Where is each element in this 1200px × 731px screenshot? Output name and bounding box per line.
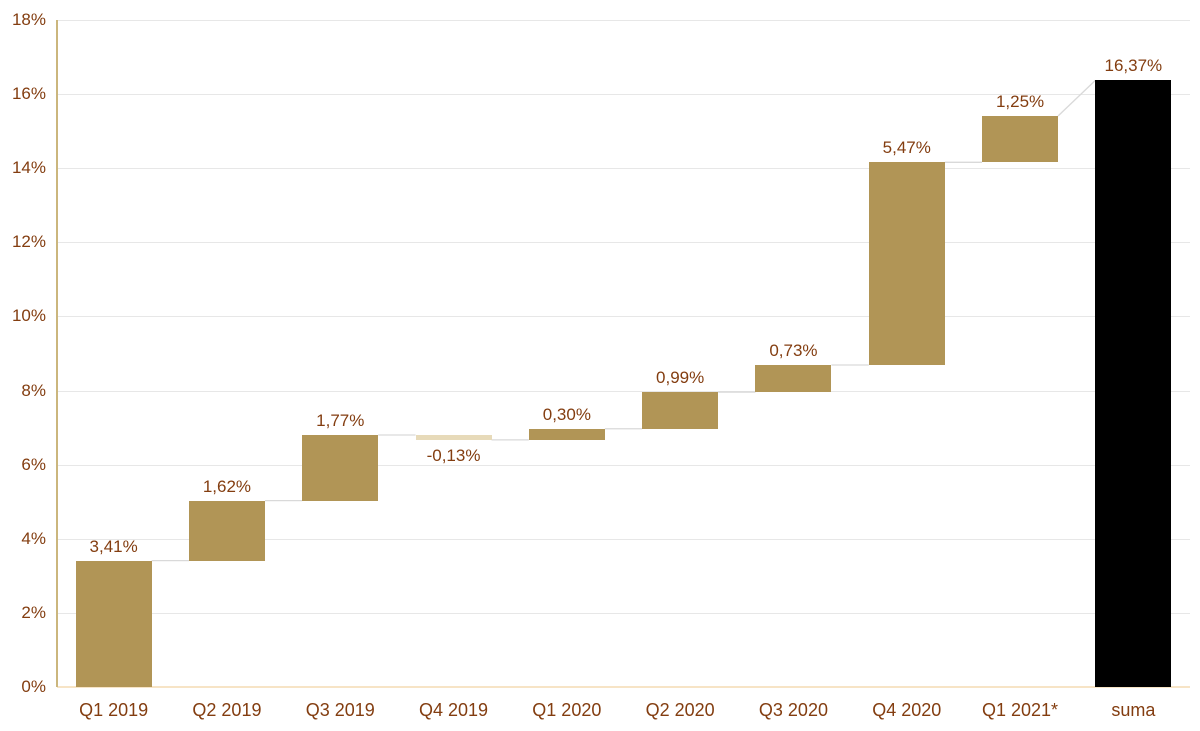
data-label-suma: 16,37% [1104, 56, 1163, 76]
gridline-4pct [57, 538, 1190, 540]
x-tick-label-suma: suma [1111, 700, 1156, 720]
bar-q1-2020 [528, 428, 605, 440]
y-tick-label-10: 10% [11, 306, 46, 326]
data-label-q4-2019: -0,13% [426, 445, 481, 465]
y-tick-label-16: 16% [11, 84, 46, 104]
x-tick-label-q1-2021: Q1 2021* [982, 700, 1059, 720]
gridline-18pct [57, 20, 1190, 21]
x-axis-line [57, 686, 1190, 688]
x-tick-label-q3-2020: Q3 2020 [758, 700, 828, 720]
data-label-q1-2020: 0,30% [542, 404, 591, 424]
bar-q1-2021 [982, 115, 1059, 163]
y-tick-label-8: 8% [21, 380, 46, 400]
bar-q2-2020 [642, 392, 719, 429]
bar-q4-2019 [415, 435, 492, 440]
data-label-q2-2020: 0,99% [656, 368, 705, 388]
y-tick-label-0: 0% [21, 677, 46, 696]
y-axis-line [56, 20, 58, 687]
bar-q3-2019 [302, 435, 379, 501]
y-tick-label-2: 2% [21, 602, 46, 622]
data-label-q3-2019: 1,77% [316, 411, 365, 431]
y-tick-label-6: 6% [21, 454, 46, 474]
x-tick-label-q3-2019: Q3 2019 [305, 700, 375, 720]
bar-q2-2019 [188, 500, 265, 561]
x-tick-label-q2-2020: Q2 2020 [645, 700, 715, 720]
x-tick-label-q4-2020: Q4 2020 [872, 700, 942, 720]
gridline-6pct [57, 464, 1190, 466]
data-label-q2-2019: 1,62% [202, 476, 252, 496]
x-tick-label-q1-2020: Q1 2020 [532, 700, 602, 720]
x-tick-label-q2-2019: Q2 2019 [192, 700, 262, 720]
x-tick-label-q1-2019: Q1 2019 [79, 700, 149, 720]
gridline-2pct [57, 612, 1190, 614]
bar-q1-2019 [75, 560, 152, 687]
gridline-14pct [57, 168, 1190, 170]
data-label-q3-2020: 0,73% [769, 340, 818, 360]
y-tick-label-18: 18% [11, 10, 46, 29]
gridline-10pct [57, 316, 1190, 318]
y-tick-label-14: 14% [11, 158, 46, 178]
y-tick-label-4: 4% [21, 528, 46, 548]
gridline-8pct [57, 390, 1190, 392]
data-label-q4-2020: 5,47% [882, 138, 931, 158]
y-tick-label-12: 12% [11, 232, 46, 252]
data-label-q1-2019: 3,41% [89, 536, 138, 556]
bar-q4-2020 [868, 162, 945, 365]
bar-suma [1095, 80, 1172, 687]
gridline-16pct [57, 94, 1190, 96]
bar-q3-2020 [755, 364, 832, 393]
x-tick-label-q4-2019: Q4 2019 [419, 700, 489, 720]
data-label-q1-2021: 1,25% [995, 91, 1045, 111]
gridline-12pct [57, 242, 1190, 244]
